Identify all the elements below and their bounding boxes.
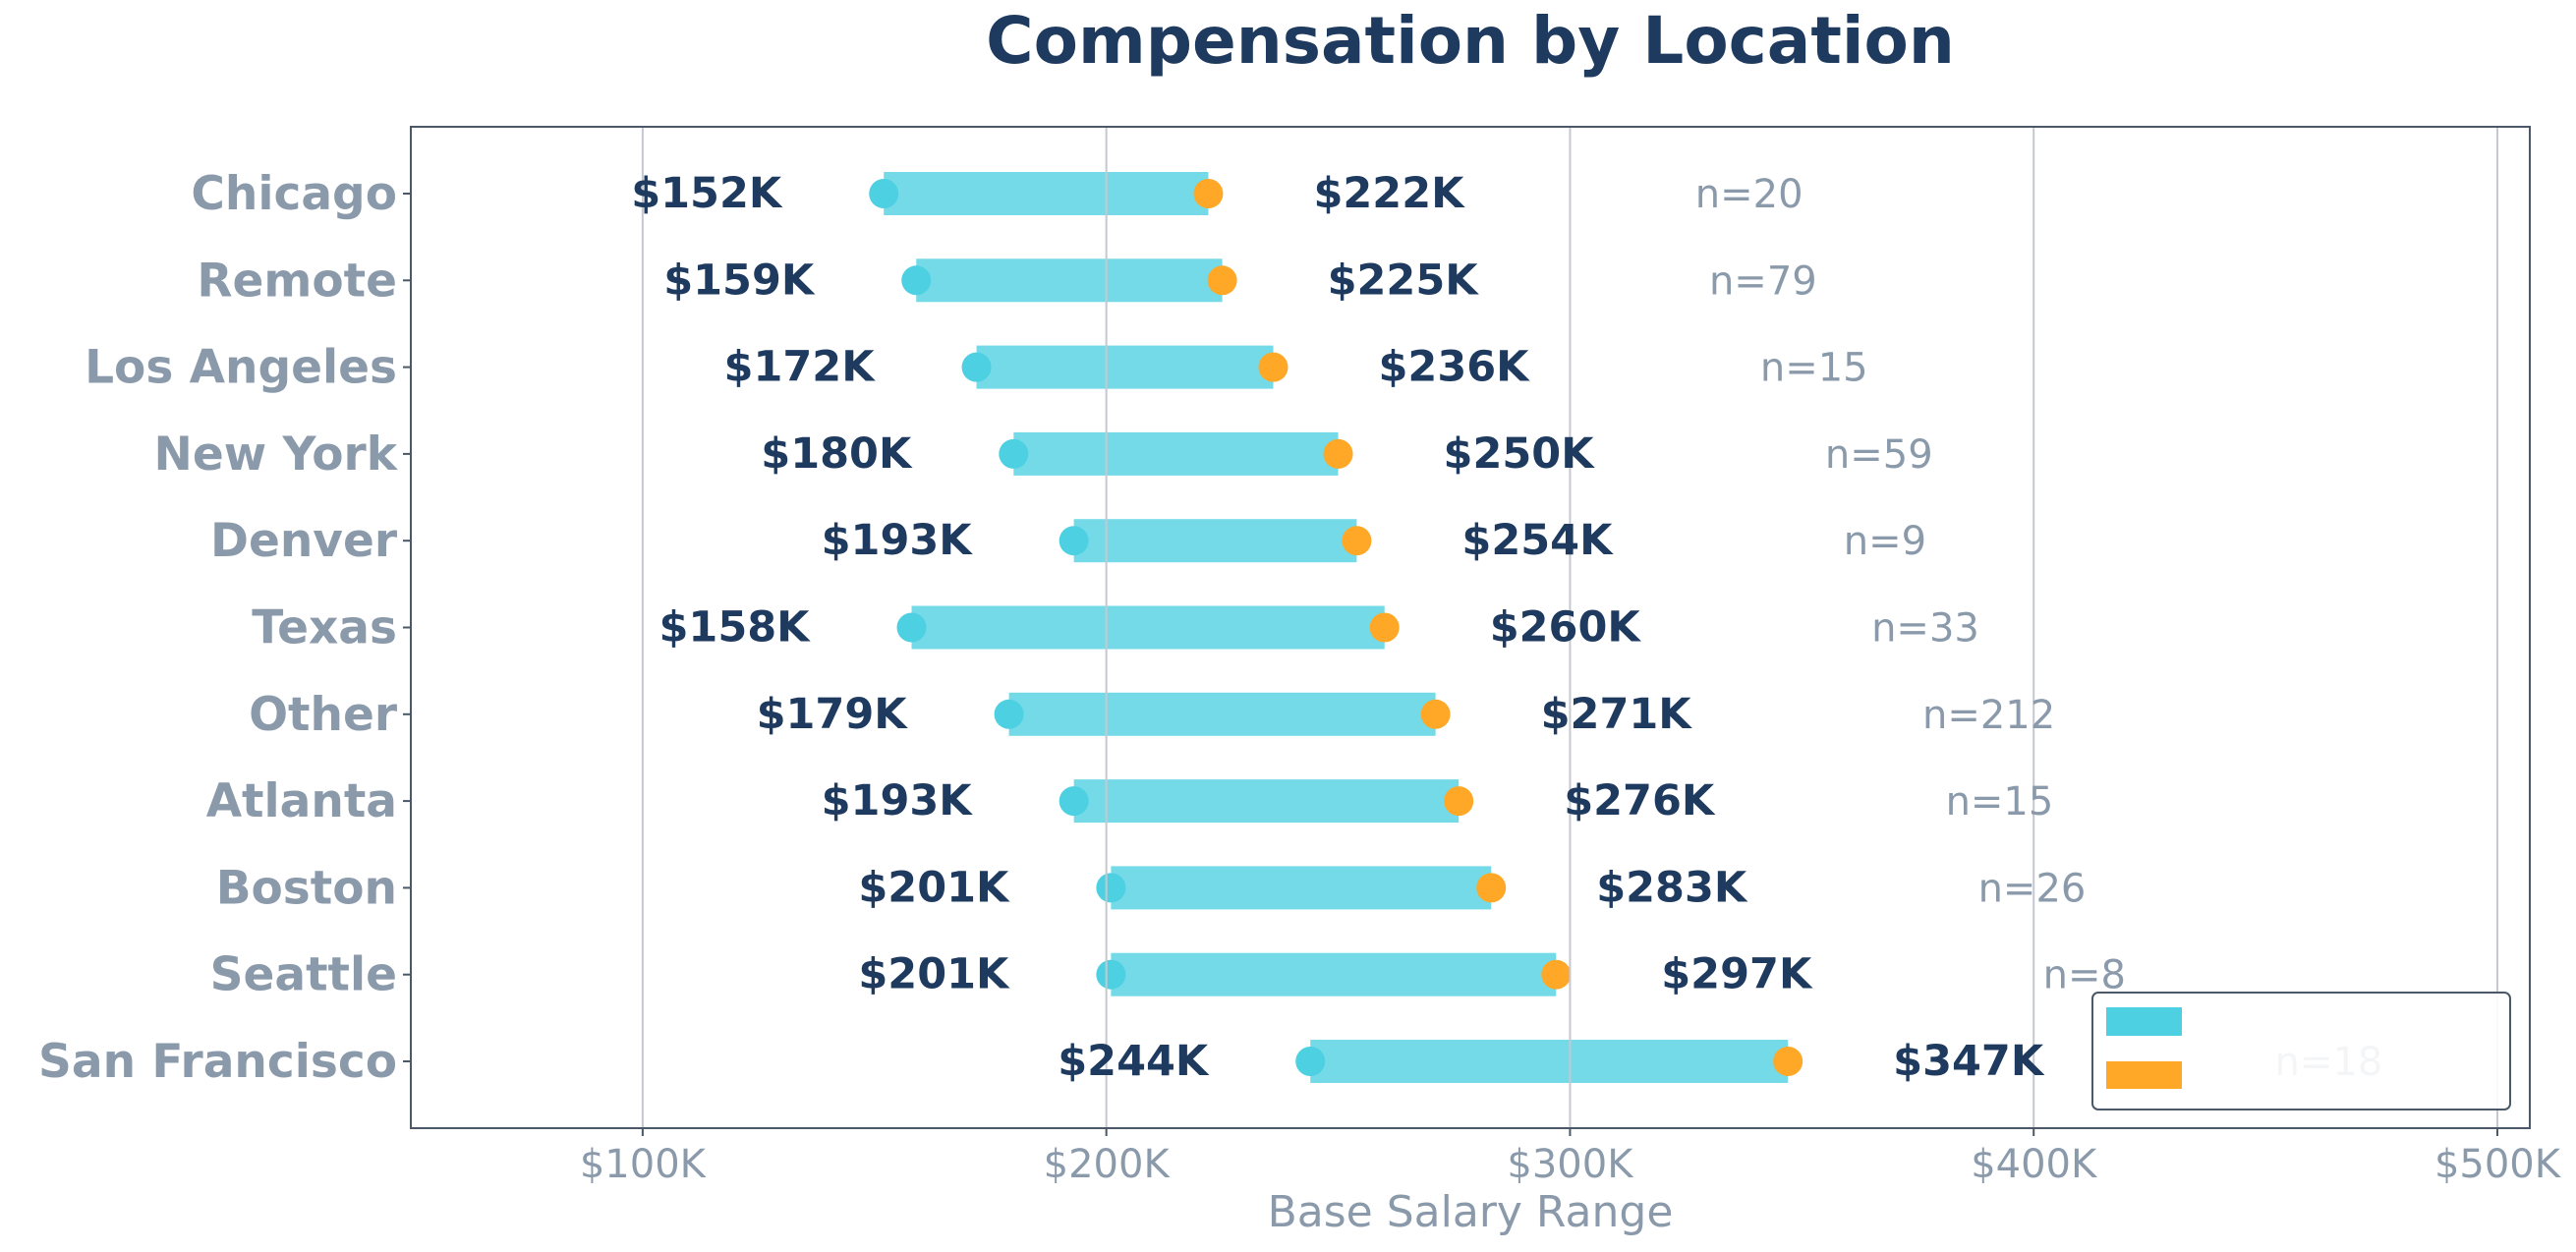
y-tick-label: Other (249, 688, 398, 742)
range-bar (1111, 866, 1492, 910)
x-tick-label: $500K (2434, 1142, 2562, 1187)
max-point (1476, 873, 1507, 903)
sample-size-label: n=20 (1695, 172, 1803, 217)
sample-size-label: n=59 (1825, 432, 1933, 478)
range-bar (916, 258, 1223, 303)
chart-title: Compensation by Location (986, 3, 1955, 79)
y-tick-label: Chicago (191, 167, 397, 221)
max-point (1207, 265, 1237, 296)
max-value-label: $260K (1490, 603, 1642, 653)
max-value-label: $347K (1893, 1037, 2045, 1086)
sample-size-label: n=212 (1922, 693, 2055, 738)
max-point (1323, 438, 1353, 469)
min-point (1059, 786, 1089, 817)
min-value-label: $201K (858, 950, 1010, 999)
min-value-label: $180K (761, 429, 913, 479)
sample-size-label: n=9 (1844, 519, 1926, 564)
max-value-label: $225K (1328, 256, 1480, 305)
range-bar (1008, 692, 1436, 736)
range-bar (884, 172, 1209, 215)
range-bar (911, 605, 1385, 650)
max-point (1541, 959, 1572, 990)
x-tick-label: $100K (580, 1142, 708, 1187)
max-point (1773, 1047, 1803, 1076)
range-bar (1073, 519, 1357, 563)
min-value-label: $152K (631, 169, 783, 218)
x-tick-label: $200K (1044, 1142, 1172, 1187)
min-point (1096, 959, 1126, 990)
min-value-label: $158K (659, 603, 812, 653)
max-point (1369, 612, 1400, 643)
y-tick-label: Denver (210, 514, 398, 568)
max-value-label: $276K (1564, 776, 1716, 825)
min-value-label: $193K (822, 516, 974, 565)
sample-size-label: n=79 (1709, 258, 1817, 304)
legend-swatch-min (2106, 1007, 2182, 1036)
min-point (994, 699, 1024, 729)
min-value-label: $179K (757, 690, 909, 739)
max-point (1258, 352, 1288, 382)
min-point (1096, 873, 1126, 903)
range-bar (1111, 952, 1557, 996)
legend (2091, 992, 2511, 1110)
max-value-label: $222K (1313, 169, 1465, 218)
x-tick-label: $300K (1507, 1142, 1634, 1187)
min-value-label: $244K (1058, 1037, 1210, 1086)
min-point (961, 352, 992, 382)
max-value-label: $254K (1461, 516, 1614, 565)
y-tick-label: New York (154, 427, 399, 482)
min-point (1059, 526, 1089, 556)
sample-size-label: n=15 (1946, 779, 2054, 825)
min-value-label: $201K (858, 863, 1010, 912)
max-value-label: $297K (1661, 950, 1813, 999)
range-bar (1310, 1040, 1789, 1083)
min-value-label: $193K (822, 776, 974, 825)
legend-box (2091, 992, 2511, 1110)
max-value-label: $236K (1378, 343, 1530, 392)
min-point (869, 179, 899, 208)
sample-size-label: n=8 (2043, 953, 2126, 998)
y-tick-label: Atlanta (206, 774, 397, 828)
x-tick-label: $400K (1971, 1142, 2098, 1187)
range-bar (1013, 431, 1339, 476)
y-tick-label: Texas (252, 601, 397, 655)
min-value-label: $172K (724, 343, 877, 392)
max-point (1193, 179, 1224, 208)
y-tick-label: Seattle (210, 948, 397, 1002)
max-point (1420, 699, 1451, 729)
y-tick-label: Los Angeles (85, 341, 397, 395)
max-point (1342, 526, 1372, 556)
min-point (1295, 1047, 1326, 1076)
sample-size-label: n=15 (1760, 346, 1868, 391)
y-tick-label: Boston (216, 861, 397, 915)
sample-size-label: n=26 (1978, 866, 2087, 911)
max-value-label: $271K (1541, 690, 1693, 739)
min-point (901, 265, 932, 296)
y-tick-label: San Francisco (38, 1035, 397, 1089)
min-point (896, 612, 927, 643)
min-value-label: $159K (663, 256, 816, 305)
max-value-label: $283K (1596, 863, 1748, 912)
max-value-label: $250K (1444, 429, 1596, 479)
range-bar (976, 345, 1274, 389)
range-bar (1073, 779, 1460, 824)
max-point (1444, 786, 1474, 817)
min-point (999, 438, 1029, 469)
y-tick-label: Remote (197, 254, 397, 308)
sample-size-label: n=33 (1871, 606, 1979, 652)
x-axis-label: Base Salary Range (1268, 1187, 1674, 1237)
legend-swatch-max (2106, 1061, 2182, 1089)
